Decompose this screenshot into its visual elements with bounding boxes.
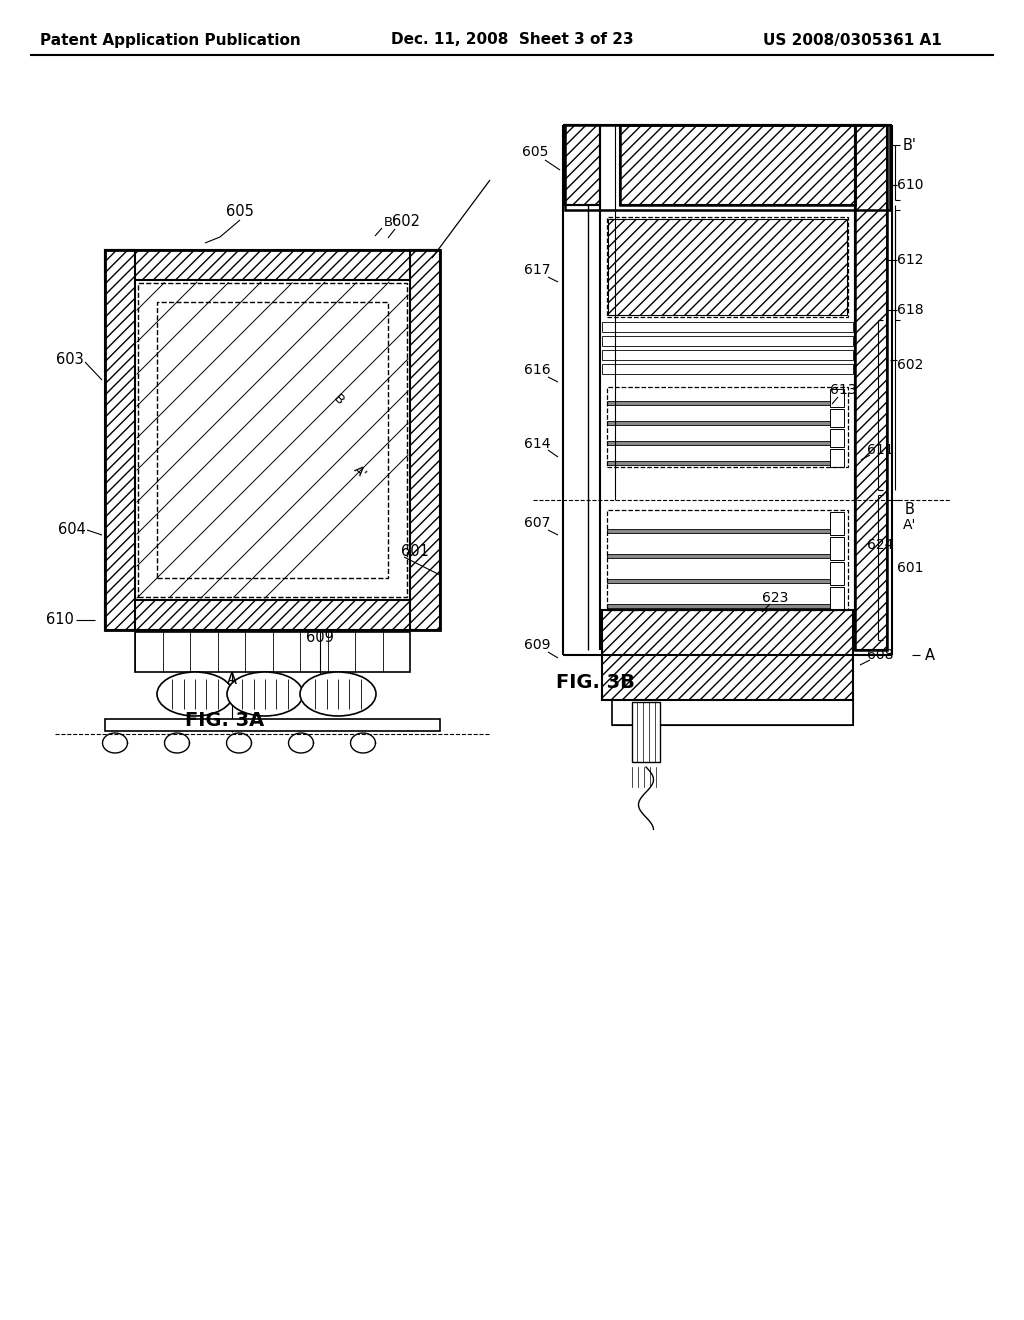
Text: Patent Application Publication: Patent Application Publication	[40, 33, 300, 48]
Bar	[602, 610, 853, 700]
Bar	[855, 125, 887, 649]
Text: A: A	[227, 672, 237, 688]
Text: 609: 609	[306, 631, 334, 645]
Bar	[565, 125, 600, 205]
Bar	[607, 216, 848, 317]
Text: 602: 602	[392, 214, 420, 230]
Text: FIG. 3A: FIG. 3A	[185, 710, 264, 730]
Bar	[607, 387, 848, 467]
Bar	[105, 249, 135, 630]
Bar	[607, 554, 833, 558]
Text: 605: 605	[226, 205, 254, 219]
Text: B: B	[330, 392, 346, 408]
Text: 602: 602	[897, 358, 924, 372]
Bar	[830, 409, 844, 426]
Bar	[135, 280, 410, 601]
Bar	[135, 632, 410, 672]
Text: 601: 601	[897, 561, 924, 576]
Bar	[830, 389, 844, 407]
Text: B': B'	[903, 137, 916, 153]
Bar	[607, 461, 833, 465]
Bar	[607, 529, 833, 533]
Bar	[830, 562, 844, 585]
Bar	[565, 125, 890, 210]
Bar	[607, 605, 833, 609]
Bar	[105, 249, 440, 630]
Bar	[565, 125, 600, 205]
Bar	[602, 610, 853, 700]
Bar	[830, 512, 844, 535]
Text: 603: 603	[56, 352, 84, 367]
Bar	[602, 350, 853, 360]
Text: 617: 617	[523, 263, 550, 277]
Bar	[105, 249, 440, 280]
Text: 611: 611	[866, 444, 893, 457]
Text: Dec. 11, 2008  Sheet 3 of 23: Dec. 11, 2008 Sheet 3 of 23	[391, 33, 633, 48]
Text: 608: 608	[866, 648, 893, 663]
Text: A': A'	[351, 463, 369, 480]
Bar	[612, 700, 853, 725]
Bar	[830, 587, 844, 610]
Bar	[855, 125, 887, 649]
Text: 613: 613	[829, 383, 856, 397]
Text: 614: 614	[523, 437, 550, 451]
Text: 612: 612	[897, 253, 924, 267]
Text: A: A	[925, 648, 935, 663]
Bar	[632, 702, 660, 762]
Text: 618: 618	[897, 304, 924, 317]
Bar	[830, 449, 844, 467]
Ellipse shape	[157, 672, 233, 715]
Text: 607: 607	[524, 516, 550, 531]
Bar	[105, 719, 440, 731]
Text: US 2008/0305361 A1: US 2008/0305361 A1	[763, 33, 941, 48]
Bar	[105, 601, 440, 630]
Text: FIG. 3B: FIG. 3B	[556, 672, 635, 692]
Bar	[612, 700, 853, 725]
Bar	[607, 510, 848, 610]
Ellipse shape	[300, 672, 376, 715]
Bar	[608, 219, 847, 315]
Text: 623: 623	[762, 591, 788, 605]
Bar	[607, 441, 833, 445]
Text: A': A'	[903, 517, 916, 532]
Bar	[607, 579, 833, 583]
Bar	[157, 302, 388, 578]
Text: 616: 616	[523, 363, 550, 378]
Text: B: B	[905, 503, 914, 517]
Bar	[607, 421, 833, 425]
Bar	[602, 364, 853, 374]
Bar	[620, 125, 855, 205]
Bar	[410, 249, 440, 630]
Bar	[607, 401, 833, 405]
Text: 624: 624	[866, 539, 893, 552]
Text: 604: 604	[58, 523, 86, 537]
Bar	[602, 322, 853, 333]
Bar	[830, 429, 844, 447]
Bar	[138, 282, 407, 597]
Ellipse shape	[227, 672, 303, 715]
Bar	[602, 337, 853, 346]
Text: 610: 610	[897, 178, 924, 191]
Text: 610: 610	[46, 612, 74, 627]
Bar	[830, 537, 844, 560]
Text: B': B'	[384, 215, 396, 228]
Text: 601: 601	[401, 544, 429, 560]
Bar	[620, 125, 855, 205]
Text: 605: 605	[522, 145, 548, 158]
Text: 609: 609	[523, 638, 550, 652]
